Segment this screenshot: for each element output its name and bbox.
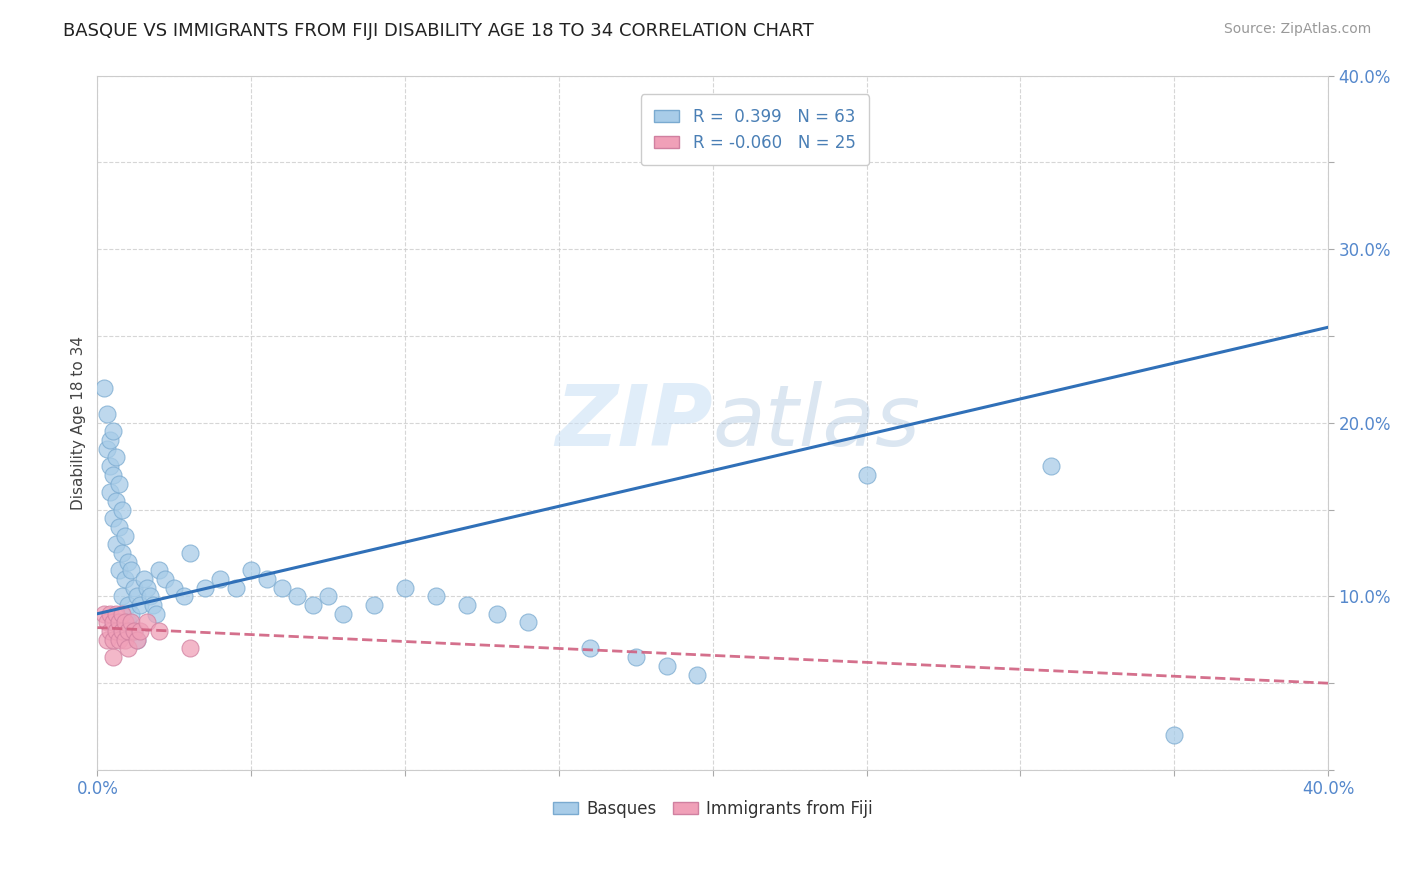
- Point: [111, 607, 134, 621]
- Point: [179, 546, 201, 560]
- Point: [153, 572, 176, 586]
- Point: [142, 598, 165, 612]
- Point: [111, 590, 134, 604]
- Point: [117, 555, 139, 569]
- Point: [1040, 459, 1063, 474]
- Point: [127, 632, 149, 647]
- Point: [108, 520, 131, 534]
- Point: [686, 667, 709, 681]
- Point: [124, 581, 146, 595]
- Point: [301, 598, 323, 612]
- Point: [124, 624, 146, 639]
- Point: [120, 615, 142, 630]
- Point: [145, 607, 167, 621]
- Point: [148, 563, 170, 577]
- Point: [425, 590, 447, 604]
- Point: [486, 607, 509, 621]
- Point: [129, 624, 152, 639]
- Text: Source: ZipAtlas.com: Source: ZipAtlas.com: [1223, 22, 1371, 37]
- Point: [120, 563, 142, 577]
- Point: [363, 598, 385, 612]
- Point: [194, 581, 217, 595]
- Point: [117, 624, 139, 639]
- Point: [173, 590, 195, 604]
- Point: [209, 572, 232, 586]
- Point: [104, 537, 127, 551]
- Point: [138, 590, 160, 604]
- Point: [124, 624, 146, 639]
- Point: [148, 624, 170, 639]
- Point: [108, 476, 131, 491]
- Point: [271, 581, 294, 595]
- Point: [127, 590, 149, 604]
- Point: [120, 607, 142, 621]
- Point: [104, 624, 127, 639]
- Text: BASQUE VS IMMIGRANTS FROM FIJI DISABILITY AGE 18 TO 34 CORRELATION CHART: BASQUE VS IMMIGRANTS FROM FIJI DISABILIT…: [63, 22, 814, 40]
- Point: [456, 598, 478, 612]
- Point: [135, 615, 157, 630]
- Point: [855, 467, 877, 482]
- Point: [104, 494, 127, 508]
- Point: [104, 607, 127, 621]
- Point: [108, 632, 131, 647]
- Point: [624, 650, 647, 665]
- Point: [332, 607, 354, 621]
- Point: [98, 433, 121, 447]
- Point: [394, 581, 416, 595]
- Point: [101, 511, 124, 525]
- Point: [127, 632, 149, 647]
- Point: [240, 563, 263, 577]
- Point: [111, 546, 134, 560]
- Point: [117, 615, 139, 630]
- Point: [117, 641, 139, 656]
- Point: [256, 572, 278, 586]
- Point: [101, 467, 124, 482]
- Point: [655, 658, 678, 673]
- Point: [179, 641, 201, 656]
- Legend: Basques, Immigrants from Fiji: Basques, Immigrants from Fiji: [546, 793, 880, 824]
- Point: [1163, 728, 1185, 742]
- Point: [517, 615, 540, 630]
- Point: [111, 624, 134, 639]
- Point: [96, 442, 118, 456]
- Point: [129, 598, 152, 612]
- Point: [96, 632, 118, 647]
- Point: [101, 425, 124, 439]
- Point: [101, 632, 124, 647]
- Point: [101, 650, 124, 665]
- Text: atlas: atlas: [713, 381, 921, 464]
- Text: ZIP: ZIP: [555, 381, 713, 464]
- Point: [285, 590, 308, 604]
- Point: [163, 581, 186, 595]
- Point: [101, 615, 124, 630]
- Point: [316, 590, 339, 604]
- Point: [132, 572, 155, 586]
- Point: [98, 607, 121, 621]
- Point: [104, 450, 127, 465]
- Point: [98, 485, 121, 500]
- Point: [114, 632, 136, 647]
- Point: [96, 615, 118, 630]
- Point: [93, 607, 115, 621]
- Point: [117, 598, 139, 612]
- Point: [225, 581, 247, 595]
- Point: [108, 563, 131, 577]
- Point: [114, 528, 136, 542]
- Point: [114, 572, 136, 586]
- Y-axis label: Disability Age 18 to 34: Disability Age 18 to 34: [72, 335, 86, 509]
- Point: [108, 615, 131, 630]
- Point: [93, 381, 115, 395]
- Point: [111, 502, 134, 516]
- Point: [114, 615, 136, 630]
- Point: [98, 459, 121, 474]
- Point: [578, 641, 600, 656]
- Point: [135, 581, 157, 595]
- Point: [98, 624, 121, 639]
- Point: [96, 407, 118, 421]
